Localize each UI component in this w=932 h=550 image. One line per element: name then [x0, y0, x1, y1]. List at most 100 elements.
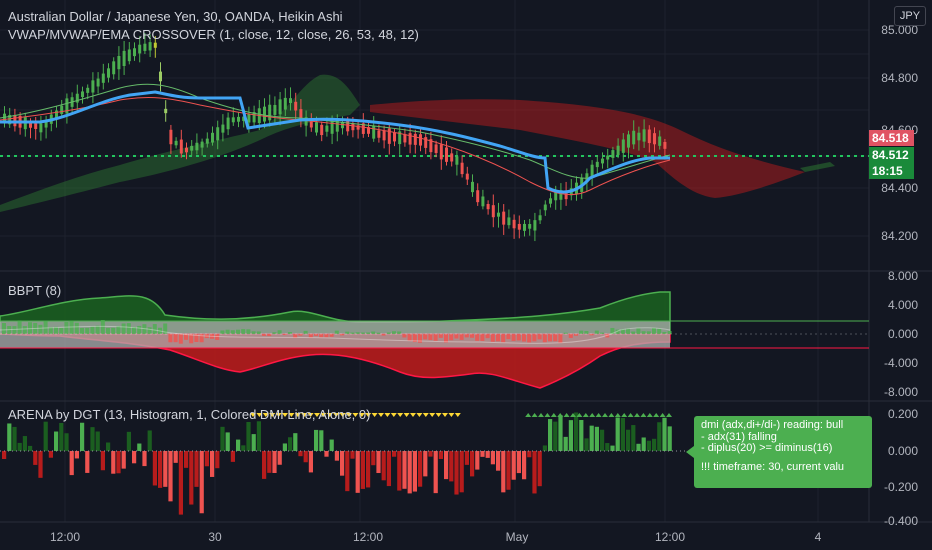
- price-candle: [486, 204, 490, 210]
- bbpt-bar: [210, 334, 214, 339]
- arena-bar: [48, 451, 53, 458]
- arena-bar: [142, 451, 147, 467]
- bbpt-bar: [147, 327, 152, 334]
- bbpt-bar: [470, 334, 474, 338]
- dmi-info-box: dmi (adx,di+/di-) reading: bull - adx(31…: [694, 416, 872, 488]
- bbpt-bar: [402, 334, 407, 338]
- bbpt-bar: [631, 331, 636, 334]
- bbpt-bar: [516, 334, 521, 341]
- arena-signal-triangle: [659, 413, 666, 417]
- price-candle: [320, 124, 324, 136]
- bbpt-pane[interactable]: [0, 291, 869, 389]
- price-candle: [517, 223, 521, 230]
- arena-bar: [548, 419, 553, 451]
- bbpt-bar: [480, 334, 485, 341]
- price-candle: [211, 132, 214, 143]
- arena-signal-triangle: [429, 413, 436, 417]
- arena-bar: [340, 451, 345, 476]
- arena-bar: [350, 451, 355, 459]
- arena-bar: [298, 451, 303, 457]
- price-candle: [96, 78, 100, 87]
- arena-bar: [402, 451, 407, 489]
- arena-bar: [454, 451, 459, 495]
- bbpt-bar: [199, 334, 204, 343]
- bbpt-bar: [74, 322, 79, 334]
- price-candle: [611, 150, 615, 158]
- arena-bar: [54, 431, 59, 451]
- bbpt-bar: [620, 329, 625, 334]
- bbpt-bar: [667, 330, 672, 334]
- bbpt-bar: [33, 322, 38, 334]
- arena-signal-triangle: [582, 413, 589, 417]
- bbpt-bar: [38, 324, 43, 334]
- bbpt-bar: [334, 330, 339, 334]
- arena-bar: [641, 437, 646, 451]
- arena-bar: [501, 451, 506, 493]
- bbpt-bar: [95, 325, 100, 334]
- arena-bar: [100, 451, 105, 471]
- price-candle: [658, 136, 662, 146]
- arena-bar: [631, 425, 636, 451]
- currency-badge[interactable]: JPY: [894, 6, 926, 26]
- price-candle: [346, 120, 350, 132]
- bbpt-bar: [464, 334, 469, 338]
- arena-signal-triangle: [378, 413, 384, 417]
- arena-signal-triangle: [627, 413, 634, 417]
- arena-bar: [126, 431, 131, 451]
- price-candle: [445, 147, 448, 162]
- time-axis[interactable]: 12:00 30 12:00 May 12:00 4: [50, 530, 822, 544]
- arena-bar: [626, 429, 631, 451]
- arena-pane[interactable]: [0, 412, 869, 515]
- bbpt-bar: [381, 334, 386, 336]
- bbpt-bar: [594, 330, 599, 334]
- price-candle: [335, 120, 339, 132]
- bbpt-bar: [303, 330, 308, 334]
- bbpt-bar: [54, 326, 58, 334]
- arena-bar: [662, 417, 667, 451]
- arena-bar: [204, 451, 209, 467]
- price-candle: [377, 130, 381, 138]
- price-candle: [387, 128, 391, 144]
- arena-bar: [480, 451, 485, 457]
- arena-bar: [610, 445, 615, 451]
- arena-signal-triangle: [544, 413, 551, 417]
- time-axis-label: 4: [815, 530, 822, 544]
- price-pane[interactable]: [0, 33, 869, 242]
- bbpt-axis-label: 0.000: [888, 327, 918, 341]
- bbpt-bar: [236, 329, 240, 334]
- arena-bar: [646, 440, 651, 451]
- bbpt-bar: [69, 321, 74, 334]
- bbpt-bar: [506, 334, 511, 340]
- arena-bar: [522, 451, 527, 480]
- price-candle: [127, 49, 131, 62]
- arena-bar: [496, 451, 501, 471]
- arena-signal-triangle: [333, 413, 340, 417]
- arena-signal-triangle: [269, 413, 276, 417]
- arena-bar: [308, 451, 313, 473]
- time-axis-label: 30: [208, 530, 222, 544]
- arena-bar: [277, 451, 282, 465]
- bbpt-bar: [542, 334, 547, 343]
- price-candle: [455, 156, 459, 165]
- bbpt-bar: [251, 331, 256, 334]
- arena-bar: [85, 451, 90, 473]
- arena-bar: [532, 451, 537, 494]
- bbpt-bar: [17, 320, 22, 334]
- bbpt-bar: [386, 332, 391, 334]
- price-candle: [81, 91, 84, 98]
- bbpt-band-box: [0, 321, 670, 348]
- arena-signal-triangle: [288, 413, 295, 417]
- arena-signal-triangle: [454, 413, 461, 417]
- price-candle: [554, 191, 558, 201]
- arena-bar: [293, 433, 298, 451]
- price-candle: [75, 93, 79, 103]
- price-candle: [3, 113, 6, 124]
- price-axis[interactable]: 85.00084.80084.60084.40084.2008.0004.000…: [881, 23, 918, 528]
- arena-bar: [360, 451, 365, 489]
- price-axis-label: 84.200: [881, 229, 918, 243]
- price-candle: [237, 116, 240, 122]
- arena-bar: [392, 451, 397, 457]
- arena-histogram: [2, 412, 672, 515]
- bbpt-bar: [392, 331, 396, 334]
